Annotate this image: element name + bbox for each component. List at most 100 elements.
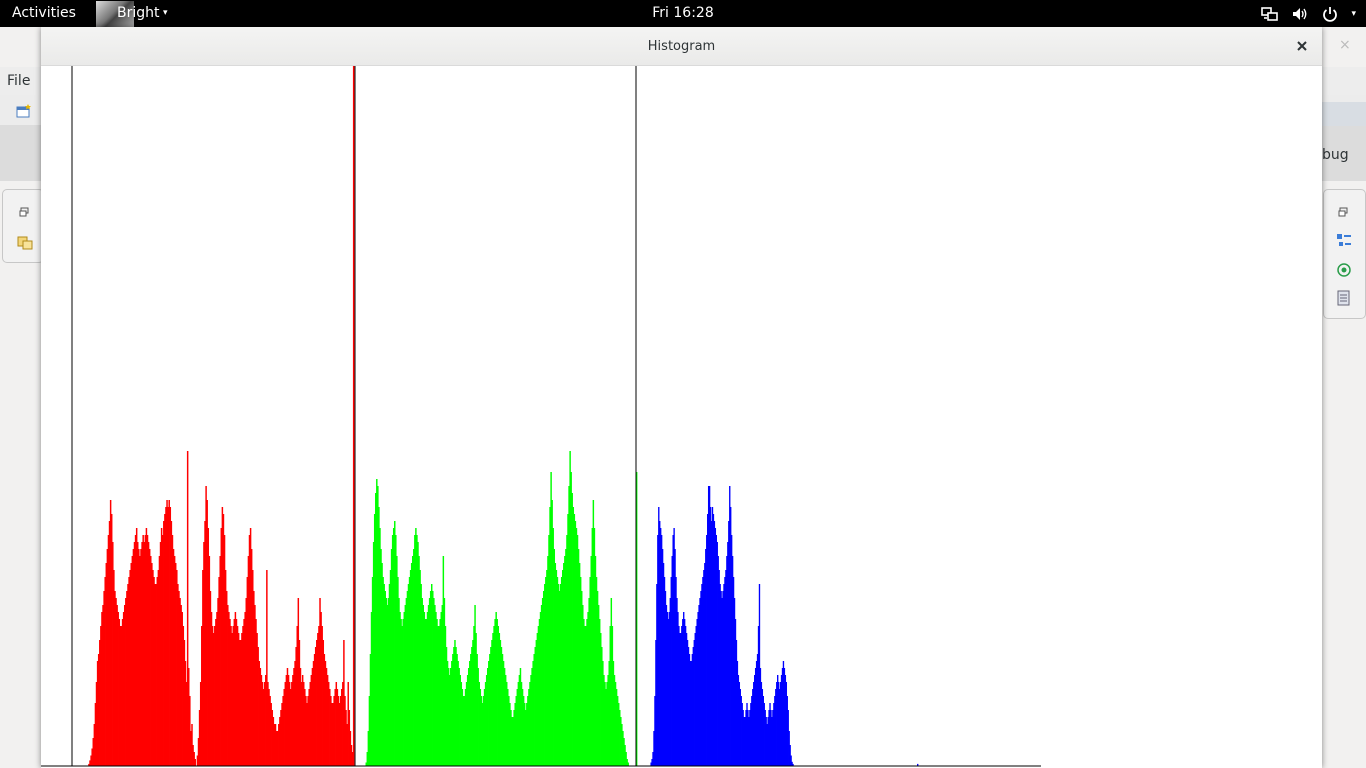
histogram-bar <box>91 748 93 766</box>
histogram-bar <box>770 710 772 766</box>
histogram-bar <box>274 724 277 766</box>
histogram-bar <box>546 570 548 766</box>
task-list-icon[interactable] <box>1336 290 1352 306</box>
histogram-bar <box>230 626 232 766</box>
histogram-bar <box>730 507 732 766</box>
histogram-bar <box>786 696 788 766</box>
app-menu[interactable]: Bright ▾ <box>96 0 176 27</box>
histogram-bar <box>479 689 482 766</box>
histogram-bar <box>716 542 718 766</box>
histogram-bar <box>103 591 105 766</box>
histogram-bar <box>209 591 212 766</box>
histogram-bar <box>198 710 201 766</box>
histogram-bar <box>158 556 161 766</box>
histogram-bar <box>406 591 409 766</box>
histogram-bar <box>231 633 233 766</box>
debug-perspective-label[interactable]: bug <box>1322 147 1349 163</box>
histogram-bar <box>279 717 281 766</box>
histogram-bar <box>527 696 529 766</box>
histogram-bar <box>776 682 778 766</box>
histogram-bar <box>459 675 461 766</box>
histogram-bar <box>503 668 506 766</box>
histogram-bar <box>378 507 380 766</box>
chevron-down-icon[interactable]: ▾ <box>1351 9 1356 19</box>
histogram-bar <box>183 640 186 766</box>
histogram-bar <box>413 549 415 766</box>
histogram-bar <box>736 661 739 766</box>
histogram-bar <box>451 661 453 766</box>
histogram-bar <box>470 654 472 766</box>
histogram-bar <box>233 619 236 766</box>
histogram-bar <box>373 514 376 766</box>
histogram-bar <box>483 689 486 766</box>
histogram-bar <box>295 647 297 766</box>
status-area[interactable]: ▾ <box>1261 4 1356 24</box>
new-project-icon[interactable] <box>16 103 32 119</box>
histogram-bar <box>750 703 752 766</box>
histogram-bar <box>368 696 371 766</box>
histogram-bar <box>298 640 301 766</box>
histogram-bar <box>441 605 444 766</box>
app-menu-label: Bright <box>117 5 160 21</box>
histogram-bar <box>250 549 253 766</box>
histogram-bar <box>752 689 754 766</box>
histogram-bar <box>490 647 492 766</box>
histogram-bar <box>616 696 619 766</box>
histogram-bar <box>657 535 659 766</box>
target-icon[interactable] <box>1336 262 1352 278</box>
package-explorer-icon[interactable] <box>17 234 33 250</box>
histogram-bar <box>342 682 344 766</box>
histogram-bar <box>189 696 191 766</box>
histogram-bar <box>294 661 296 766</box>
histogram-bar <box>433 598 435 766</box>
close-icon[interactable] <box>1294 38 1310 54</box>
histogram-series <box>365 451 638 766</box>
histogram-bar <box>731 556 734 766</box>
histogram-bar <box>237 633 240 766</box>
activities-button[interactable]: Activities <box>12 5 76 21</box>
histogram-bar <box>176 570 178 766</box>
restore-icon[interactable] <box>19 207 29 217</box>
histogram-bar <box>700 591 702 766</box>
histogram-bar <box>286 668 289 766</box>
histogram-bar <box>106 549 109 766</box>
background-close-icon[interactable]: × <box>1339 37 1351 53</box>
histogram-bar <box>667 619 670 766</box>
histogram-bar <box>382 577 384 766</box>
histogram-bar <box>267 682 269 766</box>
histogram-bar <box>143 542 145 766</box>
histogram-bar <box>202 570 204 766</box>
histogram-bar <box>137 542 139 766</box>
window-titlebar[interactable]: Histogram <box>41 27 1322 66</box>
histogram-bar <box>758 584 761 766</box>
histogram-bar <box>917 763 919 766</box>
histogram-bar <box>781 668 784 766</box>
histogram-bar <box>725 570 727 766</box>
histogram-bar <box>579 577 582 766</box>
histogram-bar <box>156 577 159 766</box>
restore-icon[interactable] <box>1338 207 1348 217</box>
histogram-bar <box>662 563 665 766</box>
histogram-bar <box>779 682 782 766</box>
volume-icon[interactable] <box>1291 5 1309 23</box>
file-menu[interactable]: File <box>7 73 31 89</box>
clock[interactable]: Fri 16:28 <box>652 5 714 21</box>
power-icon[interactable] <box>1321 5 1339 23</box>
histogram-bar <box>619 710 621 766</box>
histogram-bar <box>370 612 373 766</box>
histogram-bar <box>215 619 217 766</box>
network-icon[interactable] <box>1261 5 1279 23</box>
histogram-bar <box>323 654 326 766</box>
histogram-bar <box>126 591 128 766</box>
histogram-bar <box>726 556 728 766</box>
histogram-bar <box>164 514 166 766</box>
histogram-bar <box>330 696 332 766</box>
histogram-bar <box>754 668 757 766</box>
histogram-bar <box>372 542 375 766</box>
outline-icon[interactable] <box>1336 233 1352 249</box>
histogram-bar <box>558 591 561 766</box>
histogram-bar <box>747 710 749 766</box>
histogram-bar <box>102 605 104 766</box>
histogram-bar <box>576 535 579 766</box>
histogram-bar <box>410 563 413 766</box>
